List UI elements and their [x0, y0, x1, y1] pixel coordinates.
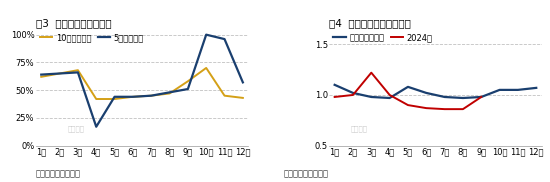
- 10年上涨概率: [221, 95, 228, 97]
- 5年上涨概率: [148, 95, 155, 97]
- Text: 图4  碳酸锂价格季节性指数: 图4 碳酸锂价格季节性指数: [329, 18, 411, 28]
- 5年上涨概率: [221, 38, 228, 40]
- 历史季节性指数: [423, 92, 430, 94]
- 历史季节性指数: [441, 96, 448, 98]
- 2024年: [350, 94, 356, 96]
- 5年上涨概率: [56, 72, 63, 75]
- 5年上涨概率: [166, 91, 173, 93]
- 5年上涨概率: [75, 71, 81, 74]
- 2024年: [368, 72, 375, 74]
- 10年上涨概率: [166, 92, 173, 95]
- 2024年: [423, 107, 430, 109]
- 5年上涨概率: [130, 96, 136, 98]
- 10年上涨概率: [203, 67, 210, 69]
- 10年上涨概率: [148, 95, 155, 97]
- 历史季节性指数: [533, 87, 540, 89]
- Text: 数据来源：卓创资讯: 数据来源：卓创资讯: [283, 170, 328, 179]
- 历史季节性指数: [496, 89, 503, 91]
- Text: 数据来源：卓创资讯: 数据来源：卓创资讯: [36, 170, 81, 179]
- Text: 卓创资讯: 卓创资讯: [350, 125, 367, 132]
- 2024年: [460, 108, 466, 110]
- Line: 2024年: 2024年: [334, 73, 481, 109]
- 5年上涨概率: [93, 126, 100, 128]
- Line: 历史季节性指数: 历史季节性指数: [334, 85, 536, 98]
- 2024年: [441, 108, 448, 110]
- 历史季节性指数: [405, 86, 411, 88]
- Text: 卓创资讯: 卓创资讯: [68, 125, 85, 132]
- 5年上涨概率: [240, 81, 246, 84]
- 2024年: [478, 96, 485, 98]
- 历史季节性指数: [386, 97, 393, 99]
- 5年上涨概率: [38, 74, 45, 76]
- 10年上涨概率: [130, 96, 136, 98]
- 历史季节性指数: [368, 96, 375, 98]
- Text: 图3  碳酸锂价格上涨概率: 图3 碳酸锂价格上涨概率: [36, 18, 111, 28]
- 10年上涨概率: [56, 72, 63, 75]
- Legend: 历史季节性指数, 2024年: 历史季节性指数, 2024年: [333, 33, 433, 42]
- 10年上涨概率: [111, 98, 118, 100]
- 10年上涨概率: [185, 80, 191, 82]
- 历史季节性指数: [460, 97, 466, 99]
- 2024年: [405, 104, 411, 106]
- 历史季节性指数: [515, 89, 521, 91]
- 10年上涨概率: [75, 69, 81, 71]
- 历史季节性指数: [478, 96, 485, 98]
- 2024年: [331, 96, 338, 98]
- Line: 10年上涨概率: 10年上涨概率: [41, 68, 243, 99]
- 历史季节性指数: [331, 84, 338, 86]
- 5年上涨概率: [111, 96, 118, 98]
- 2024年: [386, 94, 393, 96]
- Legend: 10年上涨概率, 5年上涨概率: 10年上涨概率, 5年上涨概率: [40, 33, 144, 42]
- Line: 5年上涨概率: 5年上涨概率: [41, 35, 243, 127]
- 历史季节性指数: [350, 92, 356, 94]
- 10年上涨概率: [93, 98, 100, 100]
- 10年上涨概率: [38, 76, 45, 78]
- 10年上涨概率: [240, 97, 246, 99]
- 5年上涨概率: [203, 33, 210, 36]
- 5年上涨概率: [185, 88, 191, 90]
